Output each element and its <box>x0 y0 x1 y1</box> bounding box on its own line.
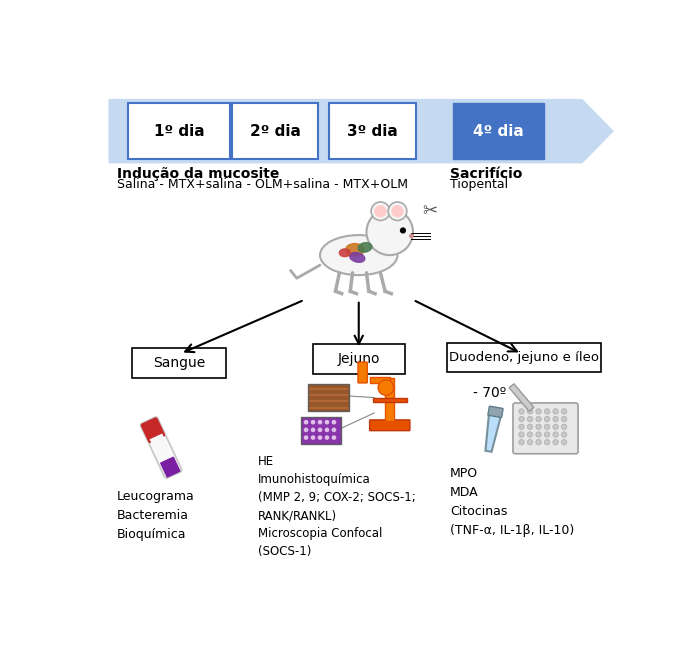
Polygon shape <box>300 417 341 444</box>
Circle shape <box>545 439 550 445</box>
Circle shape <box>325 420 329 424</box>
Circle shape <box>332 428 336 432</box>
Circle shape <box>527 417 533 422</box>
Circle shape <box>519 424 524 430</box>
FancyBboxPatch shape <box>370 377 390 383</box>
Text: Sangue: Sangue <box>153 356 205 370</box>
Circle shape <box>332 420 336 424</box>
FancyBboxPatch shape <box>128 103 230 159</box>
Circle shape <box>311 420 315 424</box>
Circle shape <box>553 417 559 422</box>
Circle shape <box>378 380 393 395</box>
FancyBboxPatch shape <box>385 378 394 421</box>
Circle shape <box>332 436 336 440</box>
FancyBboxPatch shape <box>141 418 164 443</box>
Circle shape <box>553 439 559 445</box>
Circle shape <box>527 424 533 430</box>
Circle shape <box>519 409 524 414</box>
Circle shape <box>536 424 541 430</box>
FancyBboxPatch shape <box>329 103 416 159</box>
Text: 1º dia: 1º dia <box>153 124 204 138</box>
FancyBboxPatch shape <box>509 384 534 411</box>
Circle shape <box>400 227 406 233</box>
FancyBboxPatch shape <box>141 417 182 478</box>
Circle shape <box>545 432 550 437</box>
Circle shape <box>391 205 404 217</box>
Ellipse shape <box>340 249 350 257</box>
Text: 4º dia: 4º dia <box>473 124 524 138</box>
Circle shape <box>304 428 309 432</box>
Circle shape <box>536 417 541 422</box>
Text: MPO
MDA
Citocinas
(TNF-α, IL-1β, IL-10): MPO MDA Citocinas (TNF-α, IL-1β, IL-10) <box>450 467 575 537</box>
Circle shape <box>367 209 413 255</box>
Circle shape <box>545 424 550 430</box>
Circle shape <box>318 420 322 424</box>
Circle shape <box>561 409 567 414</box>
Circle shape <box>318 436 322 440</box>
Text: Sacrifício: Sacrifício <box>450 167 523 181</box>
FancyBboxPatch shape <box>161 457 180 477</box>
Circle shape <box>536 439 541 445</box>
Circle shape <box>536 432 541 437</box>
Text: Leucograma
Bacteremia
Bioquímica: Leucograma Bacteremia Bioquímica <box>117 490 195 541</box>
Text: Salina - MTX+salina - OLM+salina - MTX+OLM: Salina - MTX+salina - OLM+salina - MTX+O… <box>117 178 408 191</box>
Circle shape <box>545 417 550 422</box>
Polygon shape <box>485 412 501 452</box>
Text: Jejuno: Jejuno <box>337 352 380 366</box>
FancyBboxPatch shape <box>232 103 318 159</box>
Circle shape <box>325 436 329 440</box>
Text: 2º dia: 2º dia <box>250 124 300 138</box>
Circle shape <box>519 439 524 445</box>
Circle shape <box>519 432 524 437</box>
FancyBboxPatch shape <box>447 343 601 372</box>
Text: - 70º: - 70º <box>473 386 507 400</box>
Text: Duodeno, jejuno e íleo: Duodeno, jejuno e íleo <box>449 351 598 364</box>
Circle shape <box>553 424 559 430</box>
Circle shape <box>561 424 567 430</box>
FancyBboxPatch shape <box>488 406 503 417</box>
Text: Indução da mucosite: Indução da mucosite <box>117 167 279 181</box>
FancyBboxPatch shape <box>358 362 368 383</box>
Circle shape <box>561 432 567 437</box>
Ellipse shape <box>346 244 364 256</box>
Circle shape <box>527 432 533 437</box>
Circle shape <box>561 417 567 422</box>
Circle shape <box>311 428 315 432</box>
FancyBboxPatch shape <box>372 398 407 402</box>
FancyBboxPatch shape <box>150 434 173 461</box>
Ellipse shape <box>349 252 365 263</box>
FancyBboxPatch shape <box>132 348 226 378</box>
Circle shape <box>527 409 533 414</box>
Circle shape <box>318 428 322 432</box>
Circle shape <box>536 409 541 414</box>
FancyBboxPatch shape <box>370 420 410 431</box>
FancyBboxPatch shape <box>452 103 544 159</box>
Ellipse shape <box>320 235 398 275</box>
Circle shape <box>374 205 386 217</box>
Circle shape <box>304 436 309 440</box>
Circle shape <box>519 417 524 422</box>
Circle shape <box>371 202 390 220</box>
Text: ✂: ✂ <box>422 203 438 220</box>
Circle shape <box>527 439 533 445</box>
Circle shape <box>553 409 559 414</box>
Circle shape <box>325 428 329 432</box>
Ellipse shape <box>358 242 372 252</box>
Text: 3º dia: 3º dia <box>347 124 398 138</box>
Circle shape <box>311 436 315 440</box>
Circle shape <box>545 409 550 414</box>
Polygon shape <box>109 99 613 162</box>
Circle shape <box>409 233 414 238</box>
Circle shape <box>561 439 567 445</box>
Text: HE
Imunohistoquímica
(MMP 2, 9; COX-2; SOCS-1;
RANK/RANKL)
Microscopia Confocal
: HE Imunohistoquímica (MMP 2, 9; COX-2; S… <box>258 455 416 558</box>
Text: Tiopental: Tiopental <box>450 178 508 191</box>
Polygon shape <box>309 384 349 411</box>
FancyBboxPatch shape <box>313 344 405 374</box>
Circle shape <box>553 432 559 437</box>
Circle shape <box>304 420 309 424</box>
FancyBboxPatch shape <box>513 403 578 454</box>
Circle shape <box>389 202 407 220</box>
